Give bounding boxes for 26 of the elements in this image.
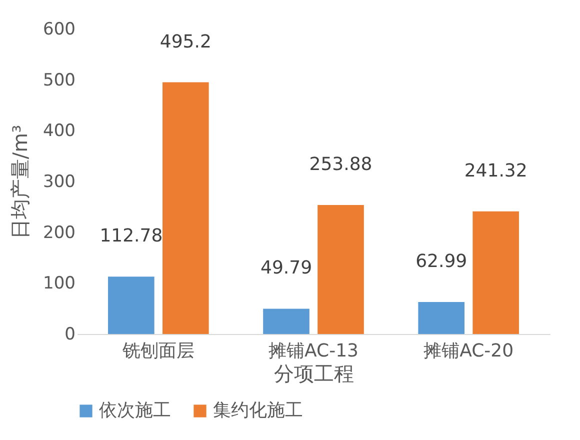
bar xyxy=(472,211,519,334)
y-tick-label: 0 xyxy=(64,324,76,344)
y-tick-label: 600 xyxy=(43,20,76,40)
data-label: 49.79 xyxy=(260,258,312,279)
x-tick-label: 铣刨面层 xyxy=(121,340,194,362)
bar xyxy=(418,302,464,334)
y-tick-label: 400 xyxy=(43,121,76,142)
data-label: 495.2 xyxy=(160,31,212,52)
bar xyxy=(108,276,154,334)
data-label: 62.99 xyxy=(416,250,468,272)
y-tick-label: 200 xyxy=(43,222,76,243)
bar xyxy=(263,308,310,334)
x-axis-title: 分项工程 xyxy=(274,362,354,386)
y-tick-label: 300 xyxy=(43,172,76,192)
legend-label: 集约化施工 xyxy=(213,400,303,421)
bar xyxy=(162,82,209,334)
y-axis-title: 日均产量/m³ xyxy=(8,124,32,240)
x-tick-label: 摊铺AC-20 xyxy=(424,340,514,362)
legend-label: 依次施工 xyxy=(99,400,171,421)
y-tick-label: 500 xyxy=(43,70,76,90)
data-label: 253.88 xyxy=(309,154,372,175)
bar xyxy=(318,204,364,334)
x-tick-label: 摊铺AC-13 xyxy=(268,340,358,362)
data-label: 241.32 xyxy=(464,160,528,182)
y-tick-label: 100 xyxy=(43,274,76,294)
data-label: 112.78 xyxy=(100,226,163,247)
